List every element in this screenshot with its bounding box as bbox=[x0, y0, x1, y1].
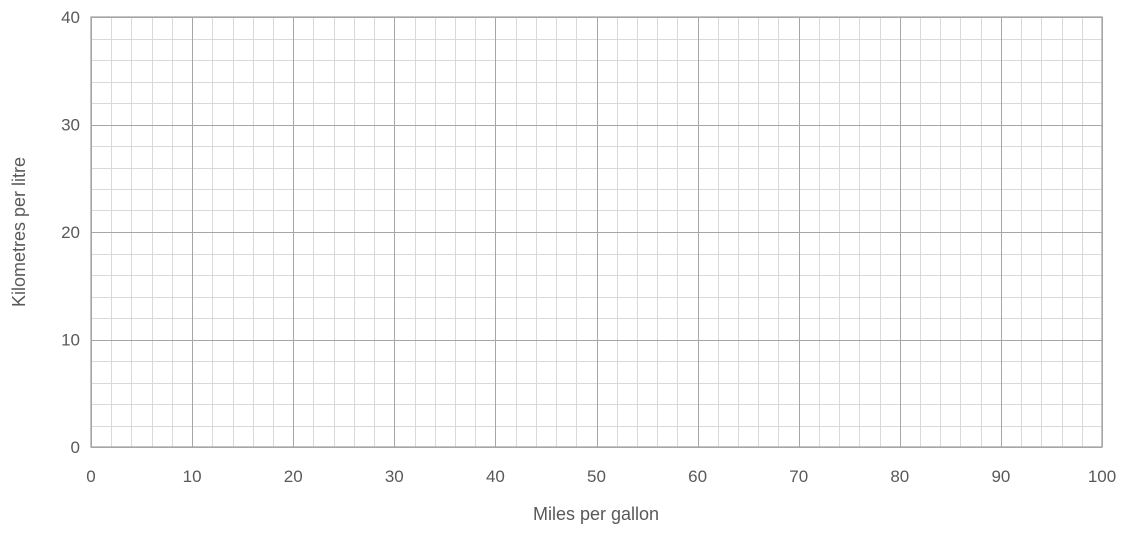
x-tick-label: 50 bbox=[587, 467, 606, 486]
x-tick-label: 40 bbox=[486, 467, 505, 486]
x-tick-label: 10 bbox=[183, 467, 202, 486]
x-tick-label: 0 bbox=[86, 467, 95, 486]
x-tick-label: 30 bbox=[385, 467, 404, 486]
y-tick-labels: 0 10 20 30 40 bbox=[61, 8, 80, 457]
y-tick-label: 40 bbox=[61, 8, 80, 27]
y-tick-label: 20 bbox=[61, 223, 80, 242]
x-tick-label: 90 bbox=[991, 467, 1010, 486]
x-tick-label: 60 bbox=[688, 467, 707, 486]
x-tick-labels: 0 10 20 30 40 50 60 70 80 90 100 bbox=[86, 467, 1116, 486]
x-tick-label: 100 bbox=[1088, 467, 1116, 486]
x-tick-label: 20 bbox=[284, 467, 303, 486]
major-grid bbox=[90, 16, 1104, 449]
x-tick-label: 70 bbox=[789, 467, 808, 486]
x-tick-label: 80 bbox=[890, 467, 909, 486]
y-tick-label: 30 bbox=[61, 116, 80, 135]
x-axis-title: Miles per gallon bbox=[533, 504, 659, 524]
y-tick-label: 10 bbox=[61, 331, 80, 350]
y-axis-title: Kilometres per litre bbox=[9, 157, 29, 307]
plot-frame bbox=[90, 16, 1103, 448]
y-tick-label: 0 bbox=[71, 438, 80, 457]
